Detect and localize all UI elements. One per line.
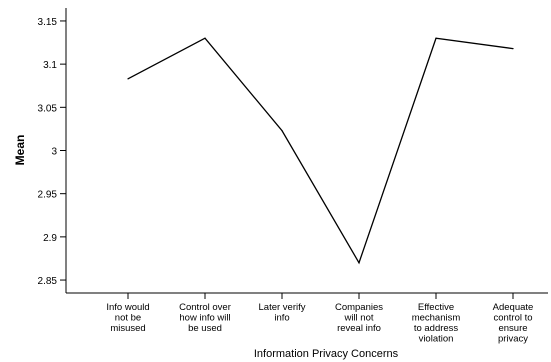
x-tick-label: Adequate control to ensure privacy	[493, 302, 534, 345]
x-tick-label: Info would not be misused	[106, 302, 149, 334]
x-axis-label: Information Privacy Concerns	[254, 348, 399, 360]
data-point	[281, 130, 283, 132]
x-tick-label: Effective mechanism to address violation	[412, 302, 461, 345]
data-point	[435, 37, 437, 39]
y-tick-label: 3	[51, 147, 57, 158]
axes	[65, 8, 548, 294]
x-tick-label: Later verify info	[259, 302, 306, 324]
y-tick-label: 2.85	[38, 276, 58, 287]
data-point	[512, 47, 514, 50]
y-tick-label: 3.05	[38, 103, 58, 114]
y-tick-label: 3.15	[38, 17, 58, 28]
x-ticks: Info would not be misused Control over how i…	[106, 293, 533, 345]
series	[127, 37, 514, 265]
mean-series-line	[127, 37, 514, 265]
x-tick-label: Control over how info will be used	[179, 302, 231, 334]
data-point	[358, 262, 360, 264]
y-ticks: 2.85 2.9 2.95 3 3.05 3.1 3.15	[38, 17, 66, 287]
data-point	[127, 78, 129, 80]
y-axis-label: Mean	[13, 135, 27, 166]
y-tick-label: 3.1	[43, 60, 57, 71]
y-tick-label: 2.9	[43, 233, 57, 244]
data-point	[204, 37, 206, 39]
y-tick-label: 2.95	[38, 190, 58, 201]
x-tick-label: Companies will not reveal info	[335, 302, 383, 334]
